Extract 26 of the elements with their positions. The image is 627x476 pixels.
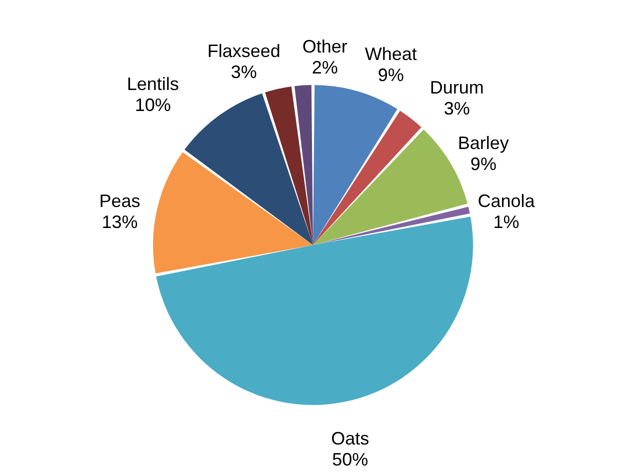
data-label: 9% [470,154,496,174]
pie-slice [153,152,313,274]
slice-label: Flaxseed [207,40,280,61]
data-label: 3% [444,98,470,119]
slice-label: Barley [458,133,509,154]
pie-slice [156,216,473,405]
pie-slice [265,86,313,245]
slice-label: Lentils [126,74,179,94]
slice-label: Peas [99,190,140,211]
data-label: 10% [134,94,171,115]
data-label: 1% [493,212,520,232]
data-label: 13% [102,212,138,232]
data-label: 50% [332,449,368,470]
slice-label: Durum [430,78,484,98]
pie-slice [313,85,398,245]
pie-slice [294,85,313,245]
data-label: 9% [378,64,404,85]
pie-slice [184,93,313,245]
slice-label: Other [302,36,348,56]
slice-label: Oats [331,428,370,448]
data-label: 3% [230,62,257,82]
slice-label: Canola [478,190,536,211]
pie-slice [313,206,470,245]
data-label: 2% [312,57,338,78]
pie-slice [313,110,422,245]
slice-label: Wheat [364,44,417,64]
